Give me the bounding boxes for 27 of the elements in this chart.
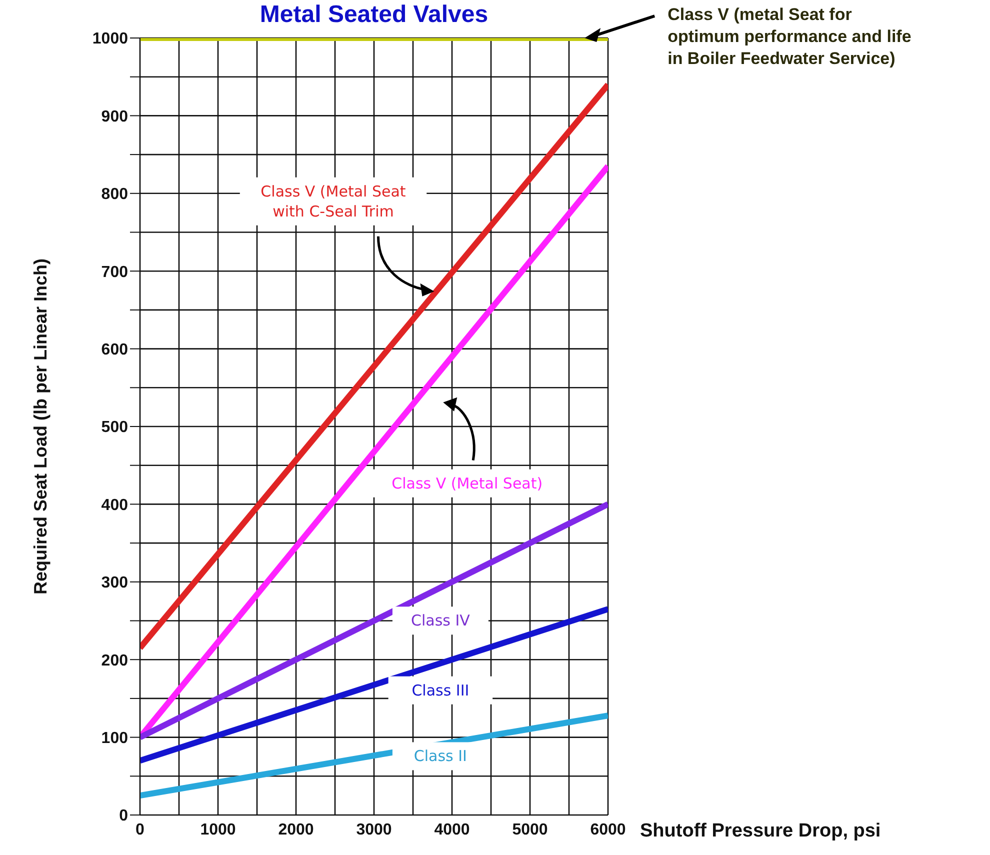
y-axis-title: Required Seat Load (lb per Linear Inch): [30, 258, 50, 595]
y-tick-label: 800: [101, 186, 128, 204]
y-tick-label: 900: [101, 108, 128, 126]
y-tick-label: 0: [119, 808, 128, 825]
y-tick-label: 100: [101, 730, 128, 747]
y-tick-label: 700: [101, 264, 128, 281]
x-tick-label: 0: [136, 821, 145, 838]
x-tick-label: 5000: [512, 821, 548, 838]
y-tick-label: 600: [101, 341, 128, 358]
series-label: Class III: [412, 681, 470, 700]
series-label: Class V (Metal Seat): [392, 474, 543, 492]
y-tick-label: 200: [101, 652, 128, 670]
x-tick-label: 4000: [434, 821, 470, 838]
x-tick-label: 3000: [356, 821, 392, 838]
y-tick-label: 300: [101, 574, 128, 592]
series-label: Class IV: [410, 612, 471, 630]
series-label: Class II: [414, 747, 468, 766]
chart-title: Metal Seated Valves: [260, 1, 488, 28]
text: Class V (Metal Seat with C-Seal Trim: [260, 182, 406, 220]
text: Class V (metal Seat for optimum performance and life in Boiler Feedwater Service): [668, 5, 912, 68]
y-tick-label: 400: [101, 496, 128, 514]
x-axis-title: Shutoff Pressure Drop, psi: [640, 820, 881, 842]
y-tick-label: 500: [101, 419, 128, 436]
x-tick-label: 6000: [590, 821, 626, 838]
y-tick-label: 1000: [92, 30, 128, 48]
x-tick-label: 1000: [200, 821, 236, 838]
x-tick-label: 2000: [278, 821, 314, 838]
